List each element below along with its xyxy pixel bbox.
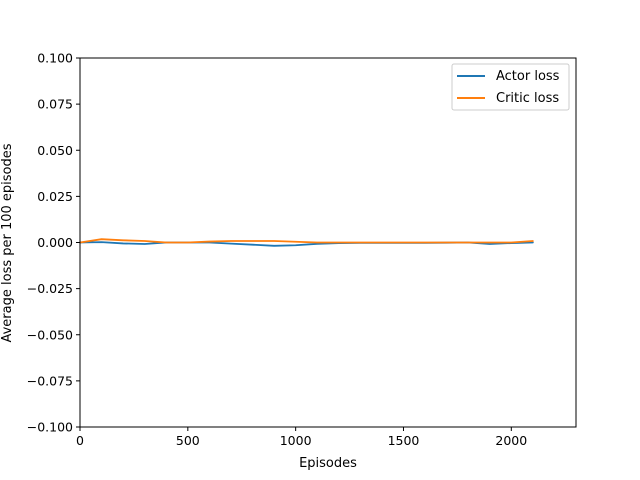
y-tick-label: 0.000 — [37, 235, 73, 250]
x-axis-ticks: 0 500 1000 1500 2000 — [76, 427, 527, 448]
x-axis-label: Episodes — [299, 456, 357, 471]
legend-label-actor-loss: Actor loss — [496, 69, 560, 84]
y-tick-label: 0.100 — [37, 51, 73, 66]
y-axis-label: Average loss per 100 episodes — [0, 143, 15, 342]
series-line-critic-loss — [79, 238, 534, 244]
y-tick-label: 0.075 — [37, 97, 73, 112]
y-tick-label: −0.100 — [27, 420, 73, 435]
y-tick-label: 0.025 — [37, 189, 73, 204]
y-tick-label: −0.075 — [27, 373, 73, 388]
x-tick-label: 1500 — [388, 433, 420, 448]
legend: Actor loss Critic loss — [451, 63, 570, 111]
x-tick-label: 1000 — [280, 433, 312, 448]
x-tick-label: 2000 — [495, 433, 527, 448]
x-tick-label: 0 — [76, 433, 84, 448]
y-tick-label: 0.050 — [37, 143, 73, 158]
series-layer — [79, 238, 534, 247]
legend-label-critic-loss: Critic loss — [496, 91, 559, 106]
y-axis-ticks: −0.100 −0.075 −0.050 −0.025 0.000 0.025 0.050 0… — [27, 51, 80, 435]
y-tick-label: −0.050 — [27, 327, 73, 342]
y-tick-label: −0.025 — [27, 281, 73, 296]
x-tick-label: 500 — [176, 433, 200, 448]
